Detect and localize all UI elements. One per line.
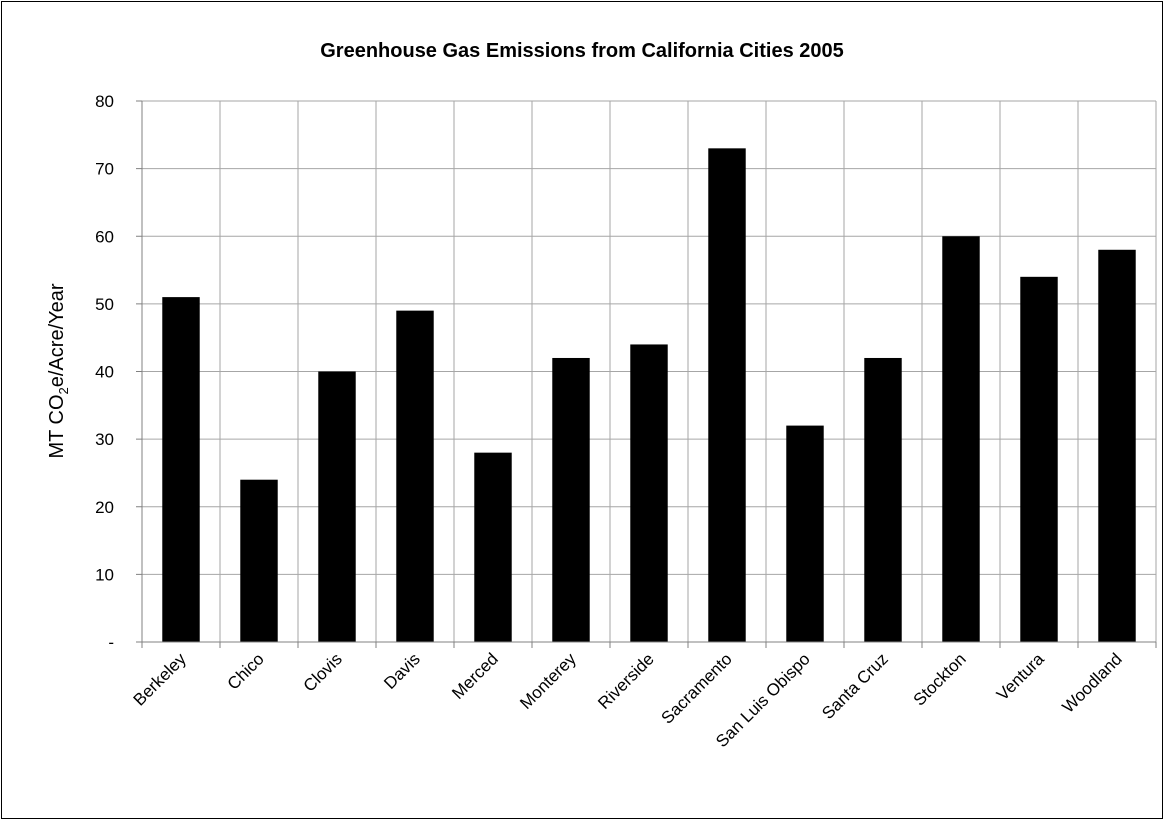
y-tick-label: 50 — [95, 295, 114, 314]
bar-berkeley — [162, 297, 200, 642]
x-tick-label: Riverside — [594, 649, 658, 713]
y-tick-label: 30 — [95, 430, 114, 449]
y-tick-label: 60 — [95, 227, 114, 246]
bar-chico — [240, 479, 278, 642]
bar-monterey — [552, 357, 590, 642]
y-axis-label-main: MT CO — [46, 394, 68, 458]
bar-riverside — [630, 344, 668, 642]
bar-merced — [474, 452, 512, 642]
y-axis-label: MT CO2e/Acre/Year — [46, 283, 71, 458]
x-tick-label: Clovis — [300, 649, 346, 695]
x-tick-label: Monterey — [516, 649, 580, 713]
bar-davis — [396, 310, 434, 642]
x-tick-label: Woodland — [1058, 649, 1125, 716]
x-tick-label: Stockton — [910, 649, 970, 709]
bar-clovis — [318, 371, 356, 642]
axes — [136, 100, 1157, 648]
x-tick-label: Davis — [380, 649, 423, 692]
bar-ventura — [1020, 276, 1058, 642]
bar-stockton — [942, 236, 980, 642]
x-tick-label: Sacramento — [658, 649, 736, 727]
y-tick-label: 70 — [95, 160, 114, 179]
y-axis-label-subscript: 2 — [56, 387, 71, 394]
x-tick-label: Ventura — [993, 649, 1048, 704]
bars — [162, 148, 1136, 642]
x-tick-label: Merced — [448, 649, 502, 703]
y-tick-label: 20 — [95, 498, 114, 517]
y-axis-label-suffix: e/Acre/Year — [46, 283, 68, 387]
chart-title: Greenhouse Gas Emissions from California… — [320, 40, 844, 62]
y-tick-label: 10 — [95, 565, 114, 584]
bar-woodland — [1098, 249, 1136, 642]
y-tick-labels: - 10 20 30 40 50 60 70 80 — [95, 92, 114, 652]
bar-santa-cruz — [864, 357, 902, 642]
y-tick-label: 80 — [95, 92, 114, 111]
y-tick-label: - — [108, 633, 114, 652]
bar-san-luis-obispo — [786, 425, 824, 642]
gridlines — [142, 100, 1157, 642]
y-tick-label: 40 — [95, 363, 114, 382]
x-tick-label: Chico — [224, 649, 268, 693]
bar-sacramento — [708, 148, 746, 642]
x-tick-label: Berkeley — [130, 649, 191, 710]
x-tick-label: Santa Cruz — [818, 649, 892, 723]
x-tick-labels: Berkeley Chico Clovis Davis Merced Monterey Ri… — [130, 649, 1126, 751]
